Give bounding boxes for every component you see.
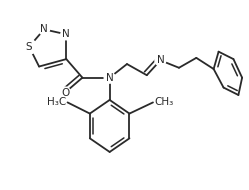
Text: N: N <box>157 55 164 65</box>
Text: N: N <box>106 73 114 83</box>
Circle shape <box>104 72 115 83</box>
Text: O: O <box>61 88 69 97</box>
Text: N: N <box>62 29 70 39</box>
Circle shape <box>39 24 50 35</box>
Circle shape <box>155 55 166 66</box>
Circle shape <box>22 39 37 54</box>
Text: CH₃: CH₃ <box>154 97 174 107</box>
Text: H₃C: H₃C <box>47 97 66 107</box>
Text: N: N <box>40 24 48 34</box>
Text: S: S <box>26 42 32 52</box>
Circle shape <box>61 29 72 40</box>
Circle shape <box>60 87 70 98</box>
